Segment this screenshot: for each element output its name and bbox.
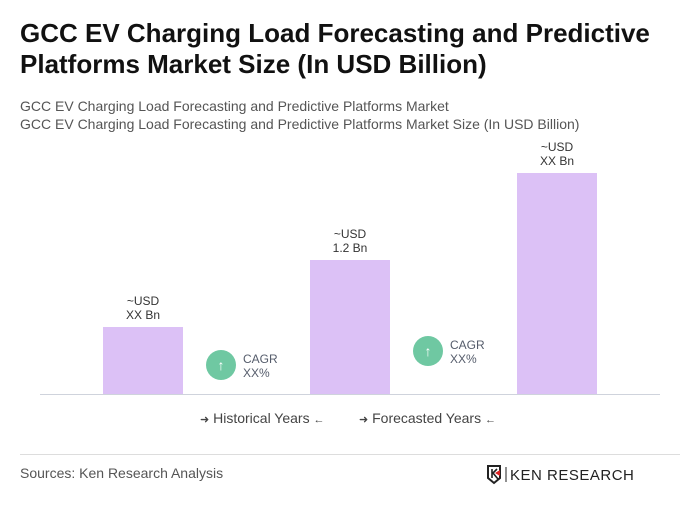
x-axis — [40, 394, 660, 395]
svg-text:KEN RESEARCH: KEN RESEARCH — [510, 467, 634, 484]
bar — [103, 326, 183, 394]
cagr-label: CAGR XX% — [450, 338, 485, 366]
bar — [310, 259, 390, 394]
legend-historical: ➜ Historical Years ← — [200, 410, 325, 426]
data-label-line: ~USD — [540, 140, 574, 155]
page-title: GCC EV Charging Load Forecasting and Pre… — [20, 18, 650, 79]
subtitle: GCC EV Charging Load Forecasting and Pre… — [20, 98, 449, 114]
bar — [517, 173, 597, 394]
data-label-line: ~USD — [126, 293, 160, 308]
data-label: ~USD XX Bn — [497, 140, 617, 168]
data-label-line: XX Bn — [539, 154, 575, 169]
arrow-left-icon: ← — [313, 414, 325, 426]
legend-forecasted: ➜ Forecasted Years ← — [359, 410, 496, 426]
source-text: Sources: Ken Research Analysis — [20, 465, 224, 481]
cagr-label: CAGR XX% — [243, 352, 278, 380]
data-label-line: 1.2 Bn — [332, 240, 368, 255]
arrow-left-icon: ← — [484, 414, 496, 426]
arrow-right-icon: ➜ — [200, 414, 210, 426]
cagr-up-arrow-icon: ↑ — [206, 350, 236, 380]
cagr-up-arrow-icon: ↑ — [413, 336, 443, 366]
data-label: ~USD XX Bn — [83, 294, 203, 322]
arrow-right-icon: ➜ — [359, 414, 369, 426]
data-label-line: XX Bn — [125, 307, 161, 322]
subtitle-2: GCC EV Charging Load Forecasting and Pre… — [20, 116, 580, 132]
data-label: ~USD 1.2 Bn — [290, 227, 410, 255]
data-label-line: ~USD — [333, 226, 367, 241]
divider — [20, 454, 680, 455]
ken-research-logo: KEN RESEARCH — [486, 464, 656, 491]
